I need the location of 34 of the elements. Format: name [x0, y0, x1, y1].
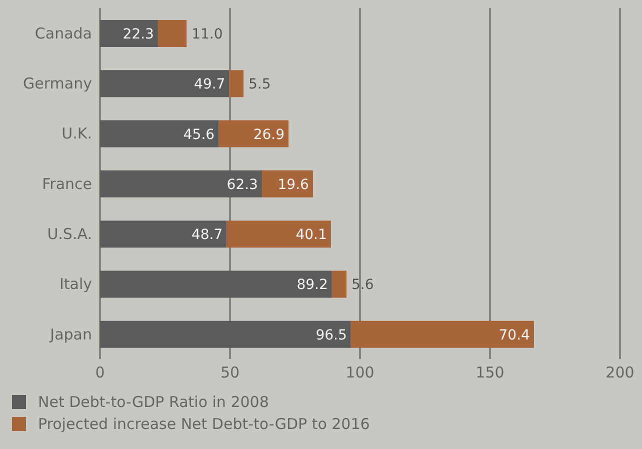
bar: [262, 170, 313, 198]
data-label: 22.3: [122, 26, 154, 42]
y-tick-label: Canada: [34, 24, 92, 42]
data-label: 70.4: [498, 327, 530, 344]
y-tick-label: France: [42, 174, 92, 193]
y-tick-label: Italy: [59, 275, 92, 294]
bar: [350, 320, 534, 348]
y-tick-label: Japan: [49, 325, 92, 344]
bar: [226, 220, 331, 248]
data-label: 40.1: [296, 227, 327, 244]
bar: [158, 20, 187, 47]
legend-label: Net Debt-to-GDP Ratio in 2008: [38, 392, 269, 413]
y-tick-label: Germany: [23, 74, 92, 93]
data-label: 26.9: [253, 126, 284, 143]
x-tick-label: 0: [95, 364, 105, 382]
x-tick-label: 100: [346, 364, 374, 382]
x-tick-label: 50: [220, 364, 240, 382]
data-label: 62.3: [226, 176, 258, 193]
data-label: 49.7: [194, 76, 226, 93]
y-tick-label: U.S.A.: [47, 224, 92, 243]
bar: [332, 270, 346, 298]
y-tick-label: U.K.: [62, 124, 92, 143]
data-label: 19.6: [278, 176, 310, 193]
data-label: 45.6: [183, 126, 215, 143]
data-label: 48.7: [191, 227, 223, 244]
x-tick-label: 150: [476, 364, 504, 382]
data-label: 5.5: [248, 76, 271, 93]
data-label: 96.5: [316, 327, 347, 344]
data-label: 11.0: [192, 26, 223, 42]
x-tick-label: 200: [606, 364, 634, 382]
bar: [218, 120, 288, 148]
bar: [229, 70, 244, 98]
data-label: 89.2: [296, 277, 328, 294]
legend-label: Projected increase Net Debt-to-GDP to 2016: [38, 414, 370, 435]
